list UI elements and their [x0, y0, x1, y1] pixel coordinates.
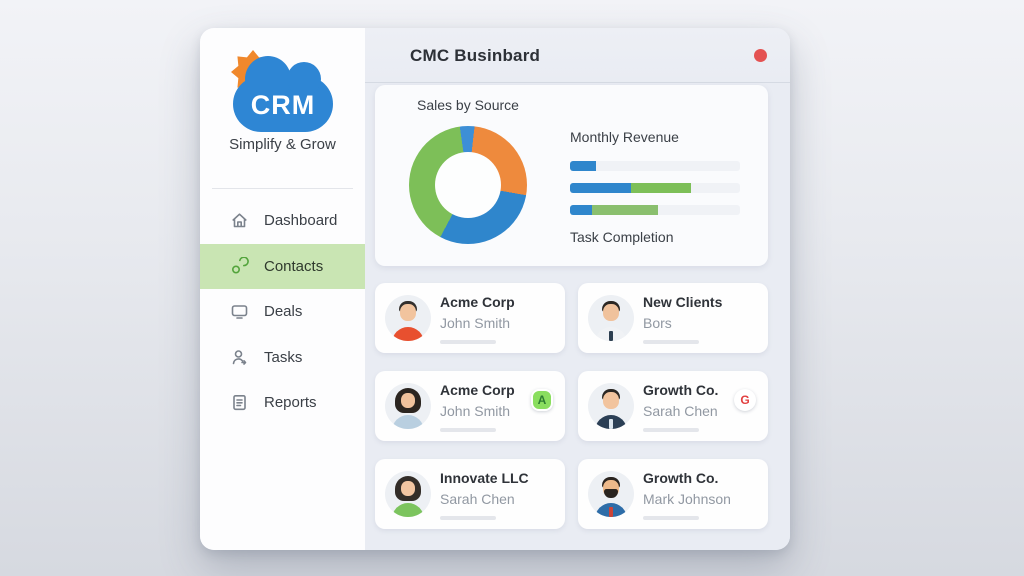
page-title: CMC Businbard [410, 46, 541, 65]
progress-placeholder [643, 340, 699, 344]
company-name: Innovate LLC [440, 470, 529, 486]
avatar-body [392, 327, 424, 341]
logo-text: CRM [250, 90, 316, 120]
person-name: Sarah Chen [643, 403, 718, 419]
avatar-body [392, 503, 424, 517]
revenue-bar [570, 161, 740, 171]
sidebar-divider [212, 188, 353, 189]
revenue-bar [570, 183, 740, 193]
logo-tagline: Simplify & Grow [229, 136, 336, 153]
tasks-icon [230, 348, 249, 367]
sidebar-item-label: Tasks [264, 348, 303, 366]
company-name: New Clients [643, 294, 723, 310]
company-name: Acme Corp [440, 294, 515, 310]
company-name: Growth Co. [643, 382, 719, 398]
reports-icon [230, 393, 249, 412]
sidebar-item-dashboard[interactable]: Dashboard [200, 198, 365, 244]
person-name: Bors [643, 315, 672, 331]
avatar [588, 471, 634, 517]
company-name: Acme Corp [440, 382, 515, 398]
sidebar-item-label: Dashboard [264, 212, 338, 230]
avatar-face [401, 393, 415, 408]
sidebar-item-label: Deals [264, 303, 303, 321]
sidebar-item-contacts[interactable]: Contacts [200, 243, 365, 289]
progress-placeholder [440, 428, 496, 432]
sales-donut-chart [409, 126, 527, 244]
sidebar-item-tasks[interactable]: Tasks [200, 335, 365, 381]
contacts-grid: Acme Corp John Smith New Clients Bors [375, 283, 768, 529]
contact-text: Innovate LLC Sarah Chen [440, 470, 529, 520]
contact-card[interactable]: Growth Co. Mark Johnson [578, 459, 768, 529]
avatar [385, 295, 431, 341]
sidebar-nav: Dashboard Contacts Deals Tasks [200, 198, 365, 426]
revenue-chart-title: Monthly Revenue [570, 129, 679, 145]
progress-placeholder [440, 340, 496, 344]
progress-placeholder [643, 516, 699, 520]
contact-card[interactable]: Acme Corp John Smith A [375, 371, 565, 441]
sidebar-item-reports[interactable]: Reports [200, 380, 365, 426]
sidebar-item-label: Reports [264, 394, 317, 412]
avatar-beard [604, 489, 618, 498]
person-name: Mark Johnson [643, 491, 731, 507]
avatar [588, 383, 634, 429]
contact-text: Acme Corp John Smith [440, 382, 515, 432]
avatar-body [392, 415, 424, 429]
sidebar: CRM Simplify & Grow Dashboard Contacts [200, 28, 365, 550]
main-content: CMC Businbard Sales by Source Monthly Re… [365, 28, 790, 550]
contact-card[interactable]: New Clients Bors [578, 283, 768, 353]
deals-icon [230, 302, 249, 321]
sidebar-item-label: Contacts [264, 257, 324, 275]
avatar [385, 383, 431, 429]
revenue-bar [570, 205, 740, 215]
company-name: Growth Co. [643, 470, 719, 486]
revenue-block: Monthly Revenue Task Completion [570, 129, 740, 245]
avatar [385, 471, 431, 517]
avatar-tie [609, 419, 613, 429]
person-name: John Smith [440, 403, 511, 419]
task-completion-label: Task Completion [570, 229, 674, 245]
status-badge: G [734, 389, 756, 411]
contacts-icon [230, 256, 249, 276]
contact-card[interactable]: Growth Co. Sarah Chen G [578, 371, 768, 441]
sales-by-source-card: Sales by Source Monthly Revenue Task Com… [375, 85, 768, 266]
avatar-tie [609, 507, 613, 517]
avatar-tie [609, 331, 613, 341]
progress-placeholder [440, 516, 496, 520]
sidebar-item-deals[interactable]: Deals [200, 289, 365, 335]
avatar-face [603, 392, 619, 409]
contact-card[interactable]: Acme Corp John Smith [375, 283, 565, 353]
sales-chart-title: Sales by Source [417, 97, 519, 113]
progress-placeholder [643, 428, 699, 432]
avatar-face [603, 304, 619, 321]
contact-text: Growth Co. Mark Johnson [643, 470, 731, 520]
cloud-logo: CRM [233, 56, 333, 132]
app-window: CRM Simplify & Grow Dashboard Contacts [200, 28, 790, 550]
notification-dot [754, 49, 767, 62]
avatar-face [400, 304, 416, 321]
home-icon [230, 211, 249, 230]
person-name: John Smith [440, 315, 511, 331]
avatar [588, 295, 634, 341]
avatar-face [401, 481, 415, 496]
person-name: Sarah Chen [440, 491, 515, 507]
app-logo: CRM Simplify & Grow [200, 28, 365, 156]
status-badge: A [531, 389, 553, 411]
header-bar: CMC Businbard [365, 28, 790, 83]
contact-text: Acme Corp John Smith [440, 294, 515, 344]
contact-card[interactable]: Innovate LLC Sarah Chen [375, 459, 565, 529]
contact-text: New Clients Bors [643, 294, 722, 344]
contact-text: Growth Co. Sarah Chen [643, 382, 718, 432]
